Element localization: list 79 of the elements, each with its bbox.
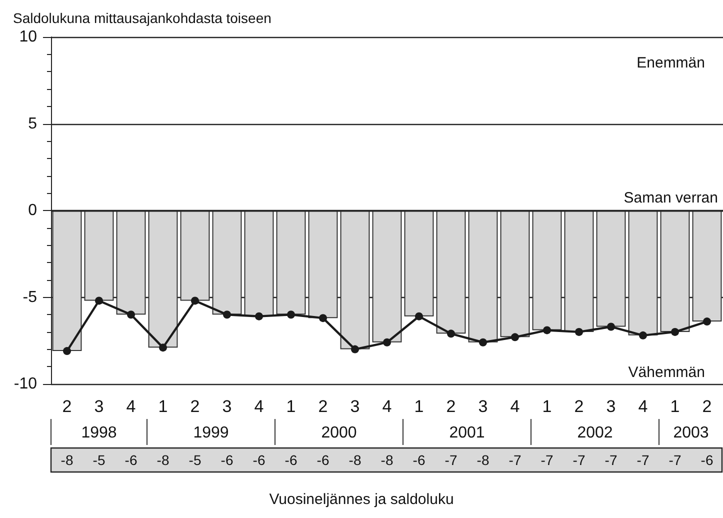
y-tick-label: 0 (28, 202, 38, 219)
data-label: -7 (444, 452, 458, 468)
data-label: -7 (604, 452, 618, 468)
data-label: -5 (188, 452, 202, 468)
x-tick-label: 2 (62, 397, 72, 416)
y-tick-label: -10 (14, 376, 38, 392)
data-label: -5 (92, 452, 106, 468)
point (703, 318, 711, 326)
text: 2002 (577, 424, 613, 442)
point (95, 296, 103, 305)
data-label: -7 (668, 452, 682, 468)
x-tick-label: 4 (638, 397, 648, 416)
point (191, 296, 199, 305)
x-tick-label: 4 (510, 397, 520, 416)
x-tick-label: 4 (382, 397, 392, 416)
data-label: -6 (284, 452, 298, 468)
x-tick-label: 3 (478, 397, 488, 416)
data-label: -7 (508, 452, 522, 468)
data-label: -6 (700, 452, 714, 468)
data-label: -6 (316, 452, 330, 468)
x-tick-label: 2 (446, 397, 456, 416)
point (287, 310, 295, 319)
point (671, 328, 679, 336)
point (159, 344, 167, 352)
text: 2000 (321, 424, 357, 442)
x-tick-label: 1 (414, 397, 424, 416)
data-label: -8 (156, 452, 170, 468)
point (447, 330, 455, 338)
data-label: -7 (572, 452, 586, 468)
x-tick-label: 3 (350, 397, 360, 416)
data-label: -7 (540, 452, 554, 468)
point (63, 347, 71, 356)
x-axis-title: Vuosineljännes ja saldoluku (269, 491, 454, 508)
x-tick-label: 3 (606, 397, 616, 416)
annotation: Enemmän (636, 54, 705, 72)
x-tick-label: 2 (318, 397, 328, 416)
y-axis-title: Saldolukuna mittausajankohdasta toiseen (13, 10, 272, 26)
point (383, 338, 391, 346)
text: 1999 (193, 424, 229, 442)
x-tick-label: 1 (670, 397, 680, 416)
point (223, 310, 231, 319)
data-label: -7 (636, 452, 650, 468)
text: 2001 (449, 424, 485, 442)
point (543, 326, 551, 334)
data-label: -6 (220, 452, 234, 468)
x-tick-label: 4 (126, 397, 136, 416)
point (415, 312, 423, 320)
point (575, 328, 583, 336)
x-tick-label: 1 (542, 397, 552, 416)
y-tick-label: 10 (19, 28, 38, 46)
point (351, 345, 359, 354)
x-tick-label: 2 (574, 397, 584, 416)
text: 2003 (673, 424, 709, 442)
x-tick-label: 1 (286, 397, 296, 416)
x-tick-label: 2 (702, 397, 712, 416)
ref-line-label: Saman verran (624, 190, 718, 206)
data-label: -6 (124, 452, 138, 468)
point (479, 338, 487, 346)
x-tick-label: 2 (190, 397, 200, 416)
point (607, 322, 615, 331)
data-label: -8 (348, 452, 362, 468)
x-tick-label: 1 (158, 397, 168, 416)
data-label: -8 (60, 452, 74, 468)
x-tick-label: 3 (94, 397, 104, 416)
text: 1998 (81, 424, 117, 442)
x-tick-label: 3 (222, 397, 232, 416)
annotation: Vähemmän (628, 364, 705, 381)
data-label: -8 (476, 452, 490, 468)
point (319, 314, 327, 322)
point (511, 333, 519, 342)
y-tick-label: 5 (28, 115, 38, 132)
x-tick-label: 4 (254, 397, 264, 416)
data-label: -6 (252, 452, 266, 468)
data-label: -8 (380, 452, 394, 468)
point (127, 310, 135, 319)
point (255, 312, 263, 320)
point (639, 331, 647, 340)
data-label: -6 (412, 452, 426, 468)
y-tick-label: -5 (22, 288, 38, 306)
